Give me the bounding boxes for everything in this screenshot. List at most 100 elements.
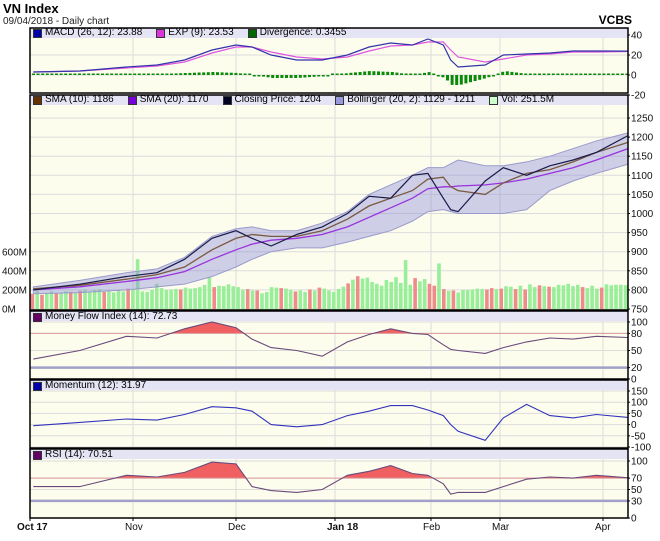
- divergence-bar: [216, 72, 219, 75]
- volume-bar: [489, 288, 494, 309]
- divergence-bar: [427, 72, 431, 75]
- divergence-bar: [372, 71, 376, 75]
- divergence-bar: [312, 75, 316, 77]
- divergence-bar: [271, 75, 275, 78]
- price-legend-item: SMA (20): 1170: [127, 95, 209, 105]
- divergence-bar: [41, 73, 45, 75]
- volume-bar: [92, 290, 97, 309]
- legend-swatch: [33, 381, 42, 391]
- divergence-bar: [423, 72, 426, 75]
- volume-bar: [528, 284, 532, 309]
- legend-label: MACD (26, 12): 23.88: [45, 27, 143, 38]
- x-tick-label: Feb: [423, 522, 441, 533]
- divergence-bar: [579, 73, 583, 75]
- divergence-bar: [538, 73, 541, 75]
- volume-bar: [274, 287, 279, 309]
- momentum-legend-bar: [30, 380, 628, 390]
- volume-bar: [150, 290, 154, 309]
- rsi-y-tick-label: 0: [631, 514, 637, 525]
- legend-swatch: [335, 95, 345, 105]
- divergence-bar: [593, 73, 597, 75]
- divergence-bar: [487, 75, 491, 78]
- price-panel-border: [29, 94, 629, 311]
- legend-swatch: [33, 450, 42, 460]
- divergence-bar: [450, 75, 454, 85]
- rsi-y-tick-label: 70: [631, 474, 643, 485]
- volume-bar: [169, 289, 173, 309]
- volume-bar: [49, 291, 54, 309]
- volume-bar: [188, 288, 193, 309]
- divergence-bar: [469, 75, 472, 83]
- mfi-overbought-area: [33, 322, 628, 334]
- volume-bar: [446, 290, 451, 309]
- macd-line: [33, 38, 629, 73]
- mfi-y-tick-label: 20: [631, 363, 643, 374]
- closing-price-line: [33, 135, 629, 291]
- divergence-bar: [556, 73, 560, 75]
- volume-bar: [54, 292, 59, 309]
- volume-bar: [317, 287, 322, 309]
- volume-bar: [360, 278, 365, 309]
- divergence-bar: [574, 73, 578, 75]
- divergence-bar: [165, 73, 169, 75]
- momentum-y-tick-label: 0: [631, 420, 637, 431]
- volume-bar: [370, 281, 374, 309]
- momentum-y-tick-label: -50: [631, 431, 646, 442]
- volume-bar: [107, 290, 111, 309]
- mfi-y-tick-label: 100: [631, 318, 648, 329]
- volume-bar: [269, 287, 274, 309]
- divergence-bar: [496, 73, 500, 75]
- legend-swatch: [33, 28, 42, 38]
- volume-bar: [394, 277, 398, 309]
- legend-swatch: [222, 95, 232, 105]
- volume-bar: [375, 283, 379, 309]
- legend-label: SMA (10): 1186: [45, 94, 114, 105]
- divergence-bar: [510, 71, 514, 75]
- volume-bar: [547, 286, 551, 309]
- volume-bar: [121, 291, 126, 309]
- divergence-bar: [266, 75, 270, 78]
- volume-bar: [513, 289, 518, 309]
- divergence-bar: [390, 72, 394, 75]
- divergence-bar: [114, 73, 118, 75]
- mfi-y-tick-label: 50: [631, 346, 643, 357]
- volume-bar: [346, 283, 350, 309]
- price-y-tick-label: 1200: [631, 133, 654, 144]
- price-legend-bar: [30, 95, 628, 105]
- sma20-line: [33, 147, 629, 291]
- divergence-bar: [248, 73, 252, 75]
- price-legend-item: Bollinger (20, 2): 1129 - 1211: [335, 95, 475, 105]
- volume-bar: [288, 290, 293, 309]
- momentum-legend: Momentum (12): 31.97: [33, 381, 160, 391]
- divergence-bar: [73, 73, 77, 75]
- volume-bar: [566, 283, 570, 309]
- macd-panel-bg: [30, 28, 628, 93]
- volume-bar: [403, 260, 408, 309]
- volume-bar: [303, 291, 307, 309]
- divergence-bar: [87, 73, 91, 75]
- volume-bar: [30, 293, 35, 309]
- divergence-bar: [55, 73, 58, 75]
- divergence-bar: [395, 72, 399, 75]
- volume-bar: [336, 289, 341, 309]
- divergence-bar: [45, 73, 49, 75]
- divergence-bar: [602, 73, 606, 75]
- divergence-bar: [285, 75, 288, 78]
- rsi-y-tick-label: 100: [631, 457, 648, 468]
- macd-legend-item: MACD (26, 12): 23.88: [33, 28, 142, 38]
- divergence-bar: [561, 73, 564, 75]
- momentum-y-tick-label: -100: [631, 443, 651, 454]
- divergence-bar: [220, 72, 224, 75]
- divergence-bar: [400, 73, 403, 75]
- volume-bar: [499, 288, 503, 309]
- volume-bar: [351, 279, 355, 309]
- volume-bar: [576, 284, 580, 309]
- volume-bar: [542, 286, 547, 309]
- x-tick-label: Apr: [595, 522, 611, 533]
- volume-bar: [145, 291, 149, 309]
- volume-bar: [327, 290, 331, 309]
- x-tick-label: Dec: [228, 522, 246, 533]
- divergence-bar: [32, 73, 35, 75]
- volume-bar: [590, 285, 594, 309]
